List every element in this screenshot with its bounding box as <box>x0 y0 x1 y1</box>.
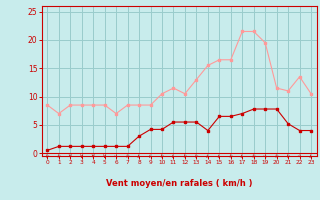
X-axis label: Vent moyen/en rafales ( km/h ): Vent moyen/en rafales ( km/h ) <box>106 179 252 188</box>
